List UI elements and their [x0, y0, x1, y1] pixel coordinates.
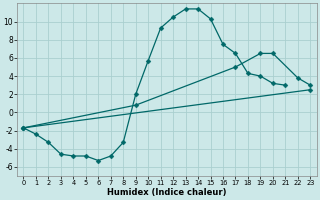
X-axis label: Humidex (Indice chaleur): Humidex (Indice chaleur)	[107, 188, 227, 197]
